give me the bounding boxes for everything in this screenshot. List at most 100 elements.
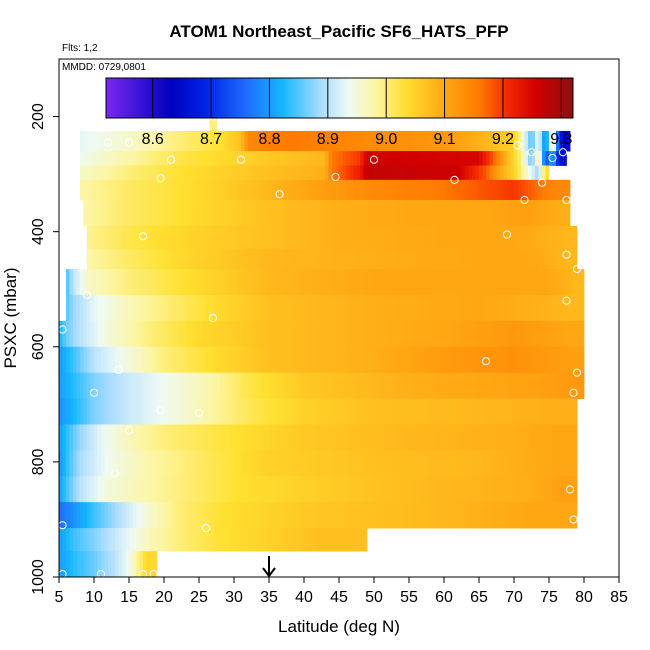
heatmap-cell	[153, 551, 158, 578]
heatmap-cell	[395, 502, 399, 529]
heatmap-cell	[265, 165, 270, 181]
heatmap-cell	[262, 476, 266, 503]
heatmap-cell	[164, 450, 168, 477]
heatmap-cell	[416, 294, 420, 322]
heatmap-cell	[108, 346, 112, 374]
heatmap-cell	[66, 294, 70, 322]
heatmap-cell	[311, 200, 315, 227]
heatmap-cell	[307, 165, 312, 181]
heatmap-cell	[489, 294, 494, 322]
heatmap-cell	[314, 372, 319, 399]
heatmap-cell	[195, 151, 200, 166]
heatmap-cell	[171, 450, 175, 477]
heatmap-cell	[433, 200, 438, 227]
heatmap-cell	[122, 372, 126, 399]
heatmap-cell	[307, 502, 312, 529]
heatmap-cell	[524, 248, 529, 270]
heatmap-cell	[447, 179, 452, 201]
heatmap-cell	[73, 551, 77, 578]
heatmap-cell	[171, 476, 175, 503]
heatmap-cell	[335, 179, 340, 201]
heatmap-cell	[150, 372, 154, 399]
heatmap-cell	[426, 294, 431, 322]
heatmap-cell	[321, 130, 326, 152]
heatmap-cell	[143, 476, 147, 503]
heatmap-cell	[283, 269, 287, 296]
heatmap-cell	[220, 130, 224, 152]
heatmap-cell	[199, 165, 203, 181]
heatmap-cell	[356, 179, 361, 201]
heatmap-cell	[139, 130, 144, 152]
heatmap-cell	[328, 476, 333, 503]
heatmap-cell	[528, 398, 532, 425]
heatmap-cell	[360, 151, 364, 166]
heatmap-cell	[132, 551, 137, 578]
heatmap-cell	[363, 424, 368, 451]
heatmap-cell	[370, 398, 375, 425]
heatmap-cell	[570, 502, 574, 529]
sample-point	[96, 570, 106, 579]
heatmap-cell	[363, 165, 368, 181]
heatmap-cell	[349, 179, 354, 201]
heatmap-cell	[286, 424, 291, 451]
heatmap-cell	[510, 294, 515, 322]
heatmap-cell	[157, 151, 161, 166]
heatmap-cell	[195, 225, 200, 250]
heatmap-cell	[489, 320, 494, 348]
heatmap-cell	[563, 450, 567, 477]
heatmap-cell	[311, 346, 315, 374]
heatmap-cell	[104, 294, 109, 322]
sample-point	[369, 155, 379, 164]
heatmap-cell	[129, 248, 133, 270]
heatmap-cell	[311, 248, 315, 270]
heatmap-cell	[269, 151, 273, 166]
heatmap-cell	[139, 372, 144, 399]
heatmap-cell	[507, 398, 511, 425]
heatmap-cell	[248, 528, 252, 552]
heatmap-cell	[573, 424, 578, 451]
heatmap-cell	[514, 476, 518, 503]
heatmap-cell	[500, 294, 504, 322]
heatmap-cell	[496, 200, 501, 227]
heatmap-cell	[563, 398, 567, 425]
heatmap-cell	[367, 424, 371, 451]
heatmap-cell	[111, 179, 116, 201]
heatmap-cell	[241, 165, 245, 181]
heatmap-cell	[223, 424, 228, 451]
heatmap-cell	[346, 398, 350, 425]
heatmap-cell	[367, 294, 371, 322]
heatmap-cell	[216, 450, 221, 477]
heatmap-cell	[199, 294, 203, 322]
heatmap-cell	[108, 528, 112, 552]
heatmap-cell	[290, 225, 294, 250]
heatmap-cell	[514, 165, 518, 181]
heatmap-cell	[59, 551, 63, 578]
heatmap-cell	[461, 151, 466, 166]
heatmap-cell	[160, 269, 165, 296]
heatmap-cell	[206, 151, 210, 166]
heatmap-cell	[423, 130, 427, 152]
heatmap-cell	[535, 130, 539, 152]
heatmap-cell	[349, 528, 354, 552]
heatmap-cell	[496, 450, 501, 477]
heatmap-cell	[454, 320, 459, 348]
heatmap-cell	[475, 248, 480, 270]
heatmap-cell	[363, 269, 368, 296]
sample-point	[166, 155, 176, 164]
heatmap-cell	[132, 248, 137, 270]
heatmap-cell	[437, 225, 441, 250]
heatmap-cell	[108, 398, 112, 425]
heatmap-cell	[496, 225, 501, 250]
heatmap-cell	[398, 225, 403, 250]
heatmap-cell	[297, 248, 301, 270]
heatmap-cell	[437, 424, 441, 451]
heatmap-cell	[395, 476, 399, 503]
heatmap-cell	[73, 528, 77, 552]
heatmap-cell	[318, 398, 322, 425]
heatmap-cell	[472, 398, 476, 425]
heatmap-cell	[272, 165, 277, 181]
heatmap-cell	[290, 294, 294, 322]
heatmap-cell	[482, 200, 487, 227]
heatmap-cell	[405, 320, 410, 348]
heatmap-cell	[482, 346, 487, 374]
